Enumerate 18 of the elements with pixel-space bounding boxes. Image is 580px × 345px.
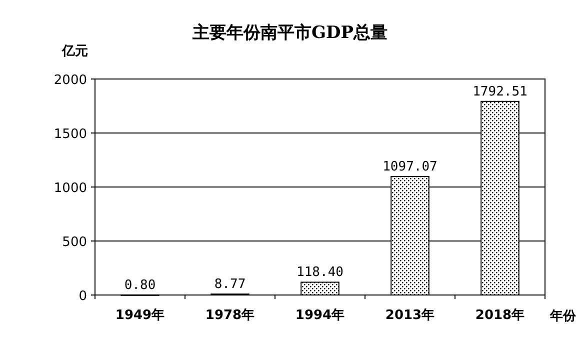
y-tick-label: 0 [78, 289, 87, 304]
y-axis-title: 亿元 [61, 44, 88, 59]
x-tick-label: 1978年 [205, 308, 255, 323]
chart-title: 主要年份南平市GDP总量 [191, 23, 388, 43]
x-tick-label: 2013年 [385, 308, 435, 323]
data-label: 0.80 [124, 278, 156, 293]
data-label: 1792.51 [472, 84, 528, 100]
data-label: 8.77 [214, 277, 246, 292]
y-tick-label: 2000 [54, 73, 87, 88]
y-tick-label: 500 [62, 235, 87, 250]
y-tick-label: 1000 [54, 181, 87, 196]
data-label: 118.40 [296, 265, 344, 280]
x-tick-label: 2018年 [475, 308, 525, 323]
data-label: 1097.07 [382, 160, 438, 175]
x-tick-label: 1949年 [115, 308, 165, 323]
x-tick-label: 1994年 [295, 308, 345, 323]
y-tick-label: 1500 [54, 127, 87, 142]
x-axis-title: 年份 [549, 309, 577, 324]
